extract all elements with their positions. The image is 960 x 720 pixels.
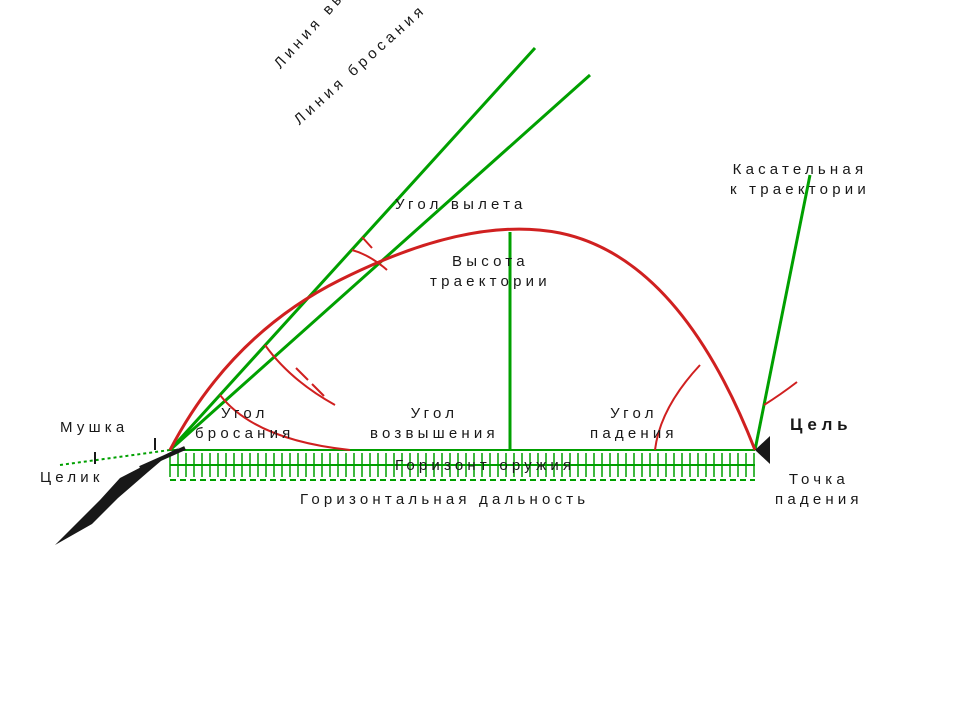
label-elevation-angle: Угол возвышения — [370, 404, 499, 445]
label-weapon-horizon: Горизонт оружия — [395, 456, 575, 476]
label-departure-angle: Угол вылета — [395, 195, 527, 215]
ballistics-diagram — [0, 0, 960, 720]
label-fall-point: Точка падения — [775, 470, 863, 511]
label-horizontal-range: Горизонтальная дальность — [300, 490, 589, 510]
label-fall-angle: Угол падения — [590, 404, 678, 445]
label-rear-sight: Целик — [40, 468, 104, 488]
label-front-sight: Мушка — [60, 418, 128, 438]
label-tangent: Касательная к траектории — [730, 160, 870, 201]
label-throw-angle: Угол бросания — [195, 404, 295, 445]
label-trajectory-height: Высота траектории — [430, 252, 551, 293]
label-target: Цель — [790, 414, 852, 437]
